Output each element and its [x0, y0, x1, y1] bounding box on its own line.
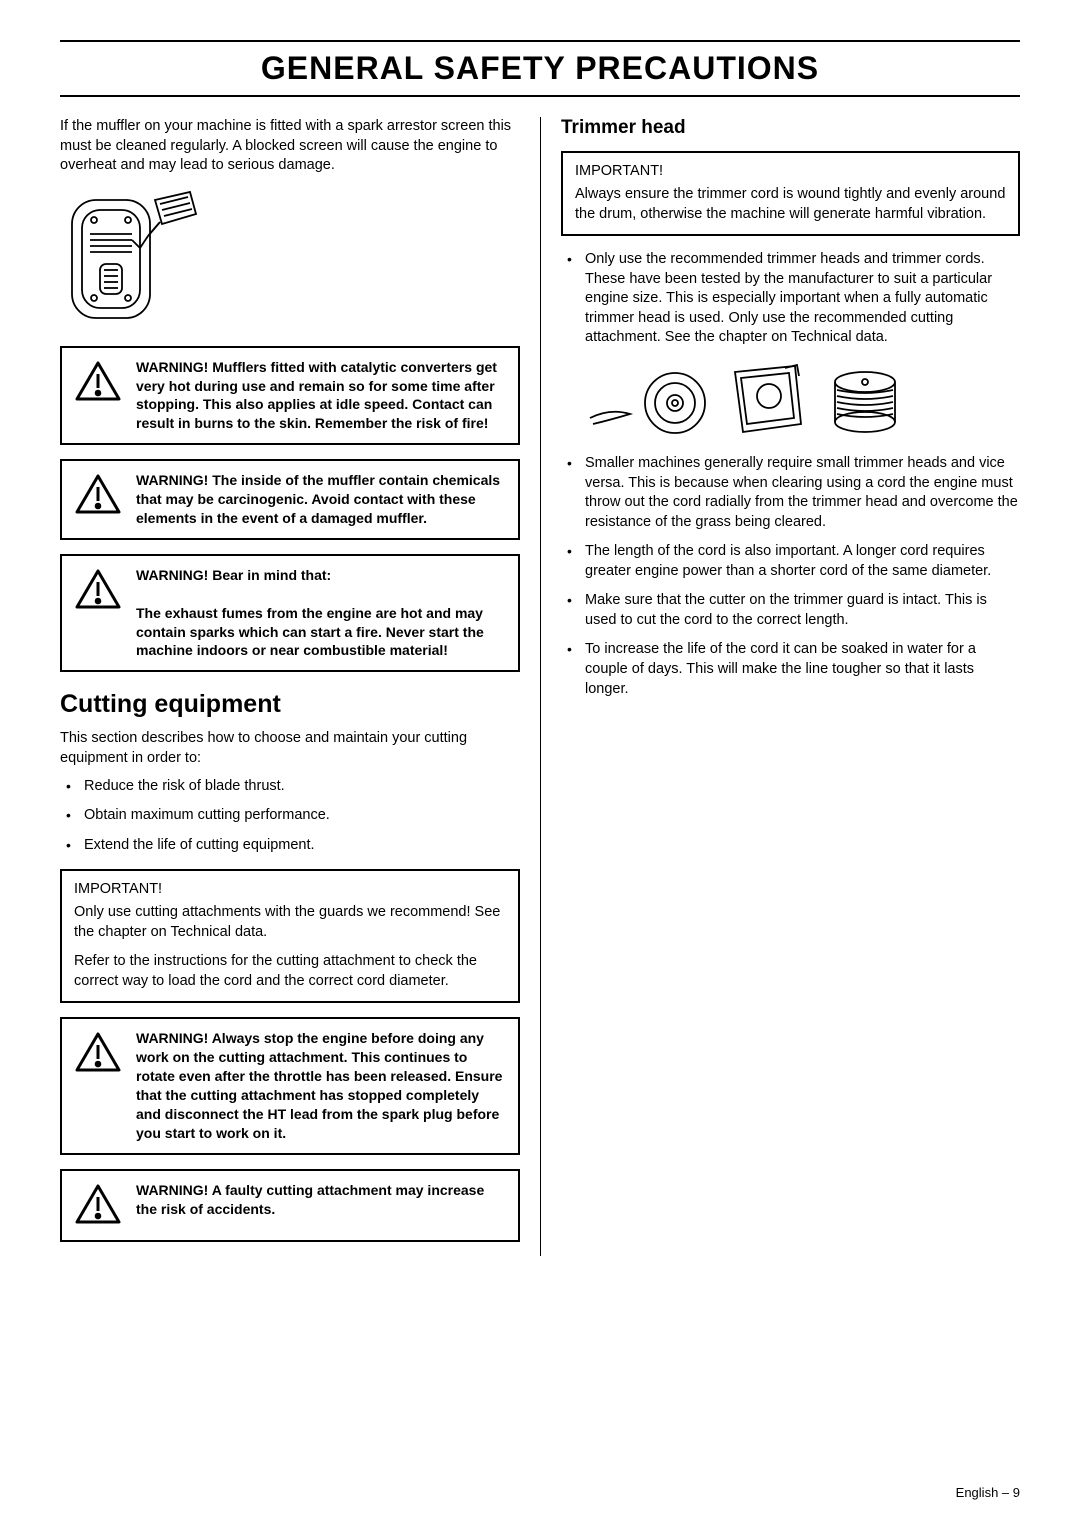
list-item: Obtain maximum cutting performance.	[60, 806, 520, 826]
important-box-attachments: IMPORTANT! Only use cutting attachments …	[60, 869, 520, 1003]
list-item: Make sure that the cutter on the trimmer…	[561, 591, 1020, 630]
warning-box-exhaust: WARNING! Bear in mind that: The exhaust …	[60, 554, 520, 672]
footer-page-number: 9	[1013, 1485, 1020, 1500]
warning-text: WARNING! A faulty cutting attachment may…	[136, 1181, 506, 1219]
list-item: To increase the life of the cord it can …	[561, 640, 1020, 699]
trimmer-head-heading: Trimmer head	[561, 117, 1020, 139]
warning-text: WARNING! The inside of the muffler conta…	[136, 471, 506, 528]
warning-icon	[74, 1029, 122, 1078]
important-label: IMPORTANT!	[575, 163, 1006, 179]
warning-box-chemicals: WARNING! The inside of the muffler conta…	[60, 459, 520, 540]
trimmer-bullets-top: Only use the recommended trimmer heads a…	[561, 250, 1020, 348]
footer-language: English	[956, 1485, 999, 1500]
cutting-equipment-heading: Cutting equipment	[60, 690, 520, 719]
two-column-layout: If the muffler on your machine is fitted…	[60, 117, 1020, 1256]
important-text: Only use cutting attachments with the gu…	[74, 903, 506, 942]
muffler-intro-text: If the muffler on your machine is fitted…	[60, 117, 520, 176]
title-rule	[60, 95, 1020, 97]
warning-box-faulty-attachment: WARNING! A faulty cutting attachment may…	[60, 1169, 520, 1242]
warning-text: WARNING! Bear in mind that: The exhaust …	[136, 566, 506, 660]
cutting-bullets: Reduce the risk of blade thrust. Obtain …	[60, 777, 520, 856]
important-text: Always ensure the trimmer cord is wound …	[575, 185, 1006, 224]
warning-icon	[74, 1181, 122, 1230]
warning-icon	[74, 566, 122, 615]
list-item: Extend the life of cutting equipment.	[60, 836, 520, 856]
important-text: Refer to the instructions for the cuttin…	[74, 952, 506, 991]
warning-body: The exhaust fumes from the engine are ho…	[136, 605, 484, 659]
cutting-intro: This section describes how to choose and…	[60, 729, 520, 768]
right-column: Trimmer head IMPORTANT! Always ensure th…	[540, 117, 1020, 1256]
trimmer-bullets-rest: Smaller machines generally require small…	[561, 454, 1020, 699]
left-column: If the muffler on your machine is fitted…	[60, 117, 540, 1256]
page-footer: English – 9	[956, 1485, 1020, 1500]
list-item: The length of the cord is also important…	[561, 542, 1020, 581]
warning-icon	[74, 358, 122, 407]
warning-text: WARNING! Always stop the engine before d…	[136, 1029, 506, 1142]
muffler-illustration	[60, 190, 520, 330]
important-label: IMPORTANT!	[74, 881, 506, 897]
trimmer-head-illustration	[561, 358, 1020, 438]
footer-sep: –	[998, 1485, 1012, 1500]
warning-head: WARNING! Bear in mind that:	[136, 567, 331, 583]
list-item: Reduce the risk of blade thrust.	[60, 777, 520, 797]
top-rule	[60, 40, 1020, 42]
warning-box-stop-engine: WARNING! Always stop the engine before d…	[60, 1017, 520, 1154]
list-item: Smaller machines generally require small…	[561, 454, 1020, 532]
important-box-trimmer-cord: IMPORTANT! Always ensure the trimmer cor…	[561, 151, 1020, 236]
warning-box-catalytic: WARNING! Mufflers fitted with catalytic …	[60, 346, 520, 446]
warning-text: WARNING! Mufflers fitted with catalytic …	[136, 358, 506, 434]
list-item: Only use the recommended trimmer heads a…	[561, 250, 1020, 348]
page-title: GENERAL SAFETY PRECAUTIONS	[60, 50, 1020, 95]
warning-icon	[74, 471, 122, 520]
